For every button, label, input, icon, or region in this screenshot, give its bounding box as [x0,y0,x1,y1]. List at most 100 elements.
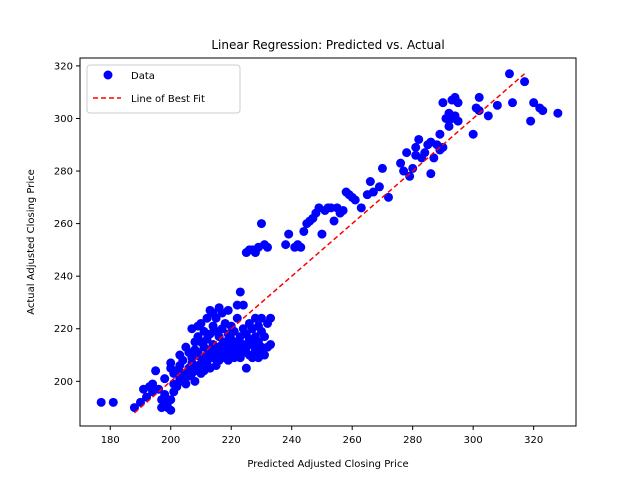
data-point [399,166,409,176]
y-axis: 200 220 240 260 280 300 320 [54,61,80,388]
data-point [408,163,418,173]
legend-data-marker [103,70,113,80]
data-point [229,326,239,336]
x-tick-label: 240 [282,435,301,446]
data-point [135,397,145,407]
legend-box [86,64,241,114]
data-point [492,100,502,110]
data-point [453,116,463,126]
data-point [154,384,164,394]
y-tick-label: 280 [54,167,73,178]
data-point [160,374,170,384]
data-point [172,382,182,392]
x-tick-label: 280 [403,435,422,446]
data-point [129,403,139,413]
y-tick-label: 200 [54,377,73,388]
data-point [368,187,378,197]
x-tick-label: 220 [222,435,241,446]
data-point [356,203,366,213]
data-point [214,332,224,342]
data-point [374,182,384,192]
data-point [266,340,276,350]
data-point [396,158,406,168]
data-point [329,216,339,226]
data-point [223,305,233,315]
data-point [429,153,439,163]
legend-data-label: Data [131,71,155,82]
data-point [426,169,436,179]
data-point [299,226,309,236]
data-point [538,106,548,116]
data-point [402,148,412,158]
legend: Data Line of Best Fit [86,64,241,114]
data-point [296,242,306,252]
data-point [483,111,493,121]
x-tick-label: 260 [343,435,362,446]
data-point [142,392,152,402]
y-tick-label: 260 [54,219,73,230]
data-point [259,332,269,342]
data-point [211,313,221,323]
x-axis-label: Predicted Adjusted Closing Price [247,459,408,470]
data-point [420,148,430,158]
data-point [504,69,514,79]
x-tick-label: 180 [101,435,120,446]
data-point [256,219,266,229]
data-point [256,313,266,323]
x-axis: 180 200 220 240 260 280 300 320 [101,426,543,446]
y-tick-label: 240 [54,272,73,283]
plot-area [96,69,563,415]
data-point [196,318,206,328]
legend-fit-label: Line of Best Fit [131,94,205,105]
data-point [383,192,393,202]
data-point [453,98,463,108]
data-point [526,116,536,126]
y-axis-label: Actual Adjusted Closing Price [26,169,37,315]
data-point [263,242,273,252]
y-tick-label: 320 [54,61,73,72]
y-tick-label: 220 [54,324,73,335]
data-point [411,150,421,160]
data-point [148,379,158,389]
data-point [553,108,563,118]
x-tick-label: 300 [464,435,483,446]
best-fit-line [133,73,526,414]
data-point [190,376,200,386]
data-point [520,77,530,87]
data-point [238,300,248,310]
data-point [468,129,478,139]
data-point [474,92,484,102]
data-point [438,98,448,108]
y-tick-label: 300 [54,114,73,125]
data-point [259,350,269,360]
data-point [377,163,387,173]
data-point [444,121,454,131]
data-point [166,405,176,415]
data-point [235,353,245,363]
data-point [405,171,415,181]
data-point [284,229,294,239]
data-point [241,363,251,373]
data-point [414,134,424,144]
chart-title: Linear Regression: Predicted vs. Actual [211,38,444,52]
data-point [181,379,191,389]
data-point [426,137,436,147]
data-point [96,397,106,407]
data-point [202,313,212,323]
data-point [507,98,517,108]
data-point [266,313,276,323]
data-point [187,353,197,363]
data-point [151,366,161,376]
data-point [232,313,242,323]
data-point [160,389,170,399]
data-point [235,287,245,297]
data-point [178,355,188,365]
data-point [166,395,176,405]
x-tick-label: 320 [524,435,543,446]
data-point [435,129,445,139]
x-tick-label: 200 [161,435,180,446]
data-point [350,195,360,205]
data-point [338,205,348,215]
data-point [411,142,421,152]
